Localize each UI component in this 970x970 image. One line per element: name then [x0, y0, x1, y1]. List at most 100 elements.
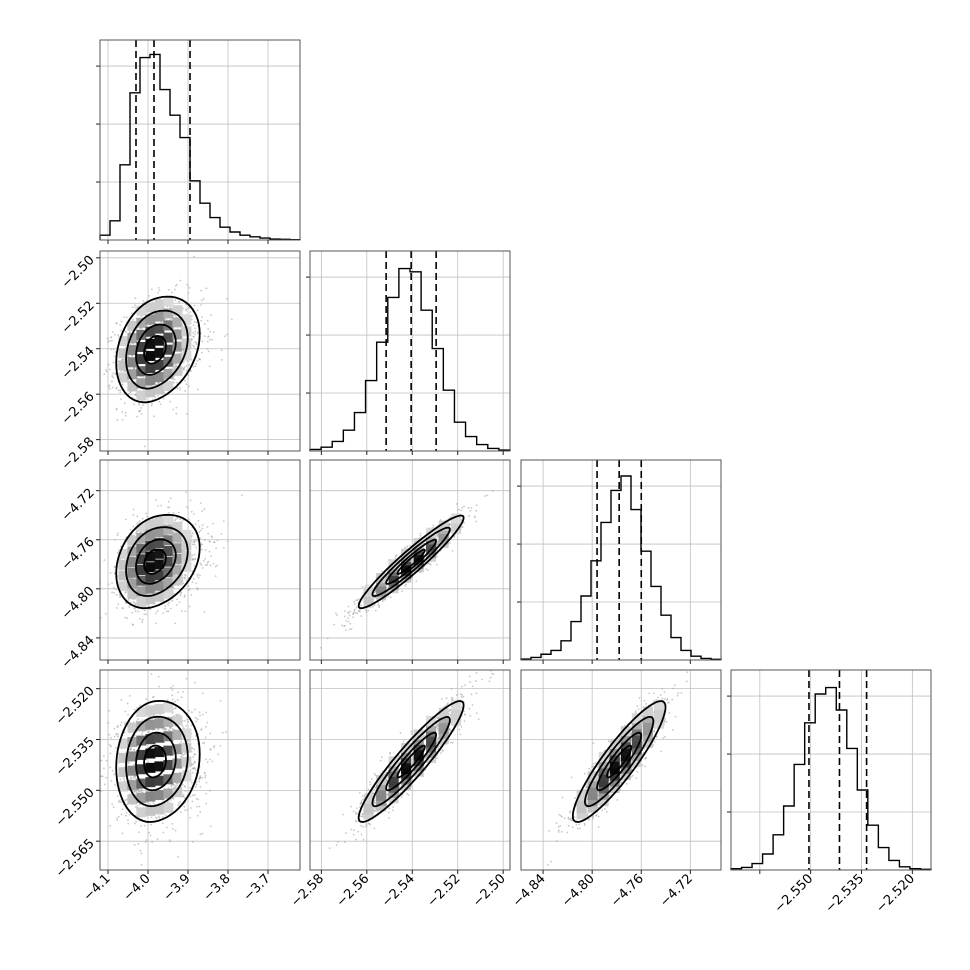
panel-content	[100, 670, 300, 870]
scatter-point	[124, 710, 127, 713]
density-cell	[127, 357, 138, 368]
scatter-point	[129, 343, 132, 346]
density-cell	[413, 766, 424, 777]
scatter-point	[550, 860, 552, 863]
scatter-point	[668, 712, 671, 714]
density-cell	[127, 737, 138, 748]
scatter-point	[374, 801, 377, 804]
density-cell	[172, 575, 183, 586]
scatter-point	[136, 804, 139, 807]
scatter-point	[106, 337, 109, 340]
scatter-point	[164, 607, 167, 610]
scatter-point	[132, 721, 135, 724]
scatter-point	[404, 546, 407, 549]
scatter-point	[152, 802, 155, 804]
scatter-point	[109, 825, 112, 827]
contour-level-2	[125, 309, 189, 390]
density-cell	[163, 381, 174, 392]
scatter-point	[436, 725, 439, 728]
scatter-point	[457, 508, 460, 511]
scatter-point	[112, 587, 115, 589]
contour-level-1	[385, 731, 438, 792]
density-cell	[154, 704, 165, 715]
scatter-point	[345, 629, 347, 632]
scatter-point	[169, 607, 172, 610]
panel-frame	[99, 250, 301, 452]
density-cell	[172, 772, 183, 783]
scatter-point	[140, 852, 143, 855]
scatter-point	[157, 815, 160, 818]
scatter-point	[139, 825, 142, 827]
scatter-point	[435, 757, 438, 760]
scatter-point	[357, 598, 360, 601]
scatter-point	[439, 519, 442, 521]
scatter-point	[108, 339, 111, 342]
scatter-point	[112, 806, 115, 808]
scatter-point	[481, 664, 483, 666]
density-cell	[181, 529, 192, 540]
scatter-point	[345, 620, 348, 622]
scatter-point	[348, 614, 351, 617]
density-cell	[451, 513, 462, 524]
scatter-point	[196, 574, 199, 577]
scatter-point	[402, 740, 405, 742]
density-cell	[154, 718, 165, 729]
scatter-point	[469, 715, 472, 717]
scatter-point	[201, 832, 204, 835]
scatter-point	[425, 568, 427, 570]
scatter-point	[193, 255, 196, 258]
scatter-point	[178, 601, 181, 604]
density-cell	[145, 583, 156, 594]
density-cell	[127, 369, 138, 380]
scatter-point	[199, 502, 202, 505]
scatter-point	[201, 527, 204, 530]
scatter-point	[103, 559, 106, 562]
scatter-point	[125, 346, 127, 349]
scatter-point	[178, 713, 181, 716]
scatter-point	[186, 413, 189, 415]
density-cell	[426, 737, 437, 748]
scatter-point	[192, 344, 194, 347]
density-cell	[376, 801, 387, 812]
scatter-point	[174, 299, 177, 302]
density-cell	[145, 530, 156, 541]
scatter-point	[358, 609, 361, 612]
scatter-point	[625, 782, 628, 785]
scatter-point	[134, 297, 137, 300]
scatter-point	[184, 797, 186, 799]
scatter-point	[116, 735, 119, 738]
scatter-point	[559, 825, 562, 827]
scatter-point	[350, 627, 353, 630]
density-cell	[401, 769, 412, 780]
scatter-point	[175, 283, 178, 286]
scatter-point	[116, 322, 119, 325]
scatter-point	[198, 780, 201, 783]
density-cell	[136, 329, 147, 340]
density-cell	[154, 580, 165, 591]
scatter-point	[176, 782, 179, 785]
scatter-point	[116, 534, 119, 537]
scatter-point	[207, 532, 210, 535]
scatter-point	[160, 504, 162, 507]
scatter-point	[401, 590, 403, 593]
scatter-point	[202, 560, 205, 562]
histogram-step-2	[520, 475, 722, 661]
scatter-point	[100, 790, 102, 792]
scatter-point	[150, 823, 152, 826]
scatter-point	[180, 610, 183, 612]
scatter-point	[385, 772, 387, 774]
scatter-point	[137, 842, 140, 845]
density-cell	[426, 753, 437, 764]
scatter-point	[441, 749, 444, 752]
scatter-point	[169, 318, 172, 321]
density-cell	[163, 759, 174, 770]
scatter-point	[201, 543, 203, 546]
scatter-point	[436, 727, 439, 730]
scatter-point	[367, 609, 370, 612]
scatter-point	[196, 814, 199, 817]
density-cell	[127, 557, 138, 568]
scatter-point	[148, 831, 151, 834]
scatter-point	[362, 825, 365, 828]
density-cell	[127, 345, 138, 356]
density-cell	[118, 372, 129, 383]
